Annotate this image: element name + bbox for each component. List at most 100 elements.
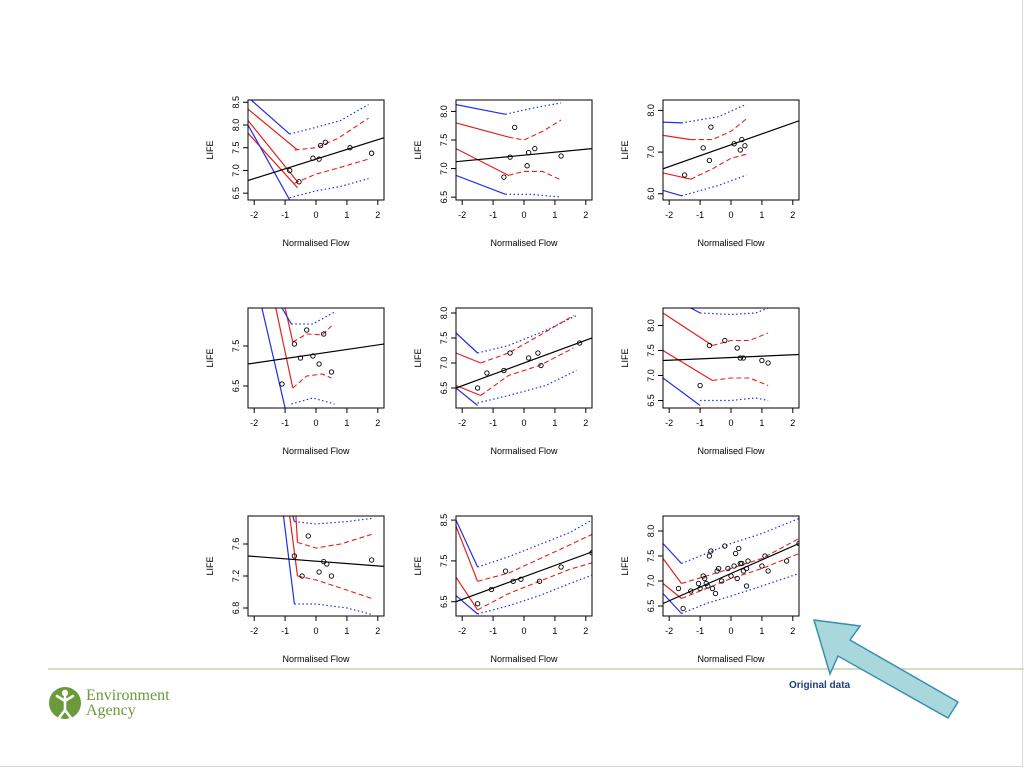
- y-tick-label: 7.0: [231, 164, 241, 177]
- data-point: [328, 573, 335, 579]
- y-tick-label: 8.0: [646, 319, 656, 332]
- data-point: [524, 163, 530, 169]
- pointer-arrow-icon: [812, 619, 960, 720]
- data-point: [347, 145, 353, 151]
- prediction-upper: [291, 311, 335, 325]
- x-tick-label: 0: [313, 626, 318, 636]
- y-tick-label: 7.5: [646, 344, 656, 357]
- data-point: [291, 341, 298, 347]
- panel-frame: [662, 99, 800, 201]
- y-tick-label: 7.0: [439, 162, 449, 175]
- extrapolation-red-line: [284, 308, 294, 343]
- prediction-upper: [681, 517, 799, 565]
- x-tick-label: 1: [552, 210, 557, 220]
- panel-plot-area: [248, 516, 384, 615]
- y-tick-label: 7.2: [231, 570, 241, 583]
- x-tick-label: 0: [728, 210, 733, 220]
- data-point: [743, 565, 750, 572]
- prediction-upper: [477, 314, 577, 354]
- x-tick-label: 0: [728, 418, 733, 428]
- extrapolation-blue-line: [690, 308, 701, 314]
- data-point: [321, 331, 327, 337]
- data-point: [742, 143, 748, 149]
- confidence-lower: [294, 158, 369, 184]
- prediction-lower: [294, 603, 372, 615]
- x-tick-label: 2: [375, 626, 380, 636]
- panel-5: -2 -1 0 1 2 6.5 7.0 7.5 8.0 Normalised Flow LIFE: [413, 307, 593, 456]
- logo-line-1: Environment: [86, 687, 170, 704]
- data-point: [316, 361, 322, 367]
- data-point: [507, 350, 513, 356]
- panel-8: -2 -1 0 1 2 6.5 7.5 8.5 Normalised Flow LIFE: [413, 514, 593, 664]
- data-point: [736, 545, 742, 552]
- logo-line-2: Agency: [86, 702, 136, 719]
- y-tick-label: 7.0: [646, 146, 656, 159]
- data-point: [502, 568, 509, 574]
- confidence-upper: [480, 315, 574, 364]
- extrapolation-blue-line: [663, 593, 682, 614]
- x-tick-label: -2: [250, 626, 258, 636]
- data-point: [324, 561, 330, 567]
- x-tick-label: 2: [790, 210, 795, 220]
- data-point: [525, 355, 532, 361]
- confidence-lower: [292, 373, 332, 389]
- data-point: [501, 174, 507, 180]
- extrapolation-blue-line: [261, 308, 286, 408]
- prediction-upper: [477, 519, 592, 568]
- extrapolation-red-line: [663, 583, 682, 599]
- regression-line: [456, 337, 592, 389]
- extrapolation-red-line: [663, 349, 713, 382]
- y-tick-label: 6.5: [439, 191, 449, 204]
- panel-4: -2 -1 0 1 2 6.5 7.5 Normalised Flow LIFE: [205, 307, 385, 456]
- extrapolation-blue-line: [456, 387, 478, 406]
- x-axis-label: Normalised Flow: [282, 446, 350, 456]
- data-point: [680, 605, 686, 612]
- x-tick-label: 2: [583, 210, 588, 220]
- confidence-lower: [477, 562, 592, 611]
- y-tick-label: 7.6: [231, 538, 241, 551]
- data-point: [740, 568, 747, 574]
- original-data-caption: Original data: [789, 680, 851, 691]
- y-tick-label: 7.5: [231, 340, 241, 353]
- data-point: [743, 583, 750, 589]
- extrapolation-red-line: [248, 108, 298, 151]
- confidence-lower: [690, 153, 747, 180]
- x-tick-label: 1: [759, 418, 764, 428]
- data-point: [759, 563, 765, 569]
- data-point: [759, 357, 765, 364]
- data-point: [501, 367, 507, 374]
- data-point: [715, 565, 722, 572]
- y-tick-label: 6.0: [646, 187, 656, 200]
- confidence-lower: [712, 377, 769, 387]
- data-point: [765, 568, 771, 574]
- data-point: [532, 145, 538, 152]
- regression-line: [663, 353, 799, 362]
- extrapolation-red-line: [289, 516, 299, 577]
- x-tick-label: -2: [250, 418, 258, 428]
- confidence-upper: [508, 119, 562, 141]
- data-point: [728, 573, 734, 579]
- data-point: [675, 585, 682, 592]
- extrapolation-red-line: [663, 312, 713, 347]
- regression-line: [456, 148, 592, 163]
- x-tick-label: -2: [665, 626, 673, 636]
- data-point: [518, 576, 524, 582]
- prediction-upper: [289, 103, 369, 135]
- data-point: [719, 578, 725, 584]
- data-point: [722, 337, 728, 344]
- data-point: [783, 558, 790, 564]
- y-tick-label: 6.5: [439, 595, 449, 608]
- data-point: [279, 381, 285, 387]
- data-point: [576, 340, 583, 346]
- extrapolation-blue-line: [456, 104, 506, 115]
- y-tick-label: 7.5: [439, 555, 449, 568]
- x-tick-label: 2: [375, 418, 380, 428]
- y-tick-label: 6.5: [231, 380, 241, 393]
- data-point: [745, 558, 751, 564]
- x-tick-label: 2: [790, 626, 795, 636]
- confidence-upper: [681, 538, 799, 585]
- data-point: [740, 355, 747, 361]
- data-point: [536, 578, 543, 584]
- extrapolation-red-line: [456, 384, 481, 397]
- confidence-upper: [292, 325, 332, 343]
